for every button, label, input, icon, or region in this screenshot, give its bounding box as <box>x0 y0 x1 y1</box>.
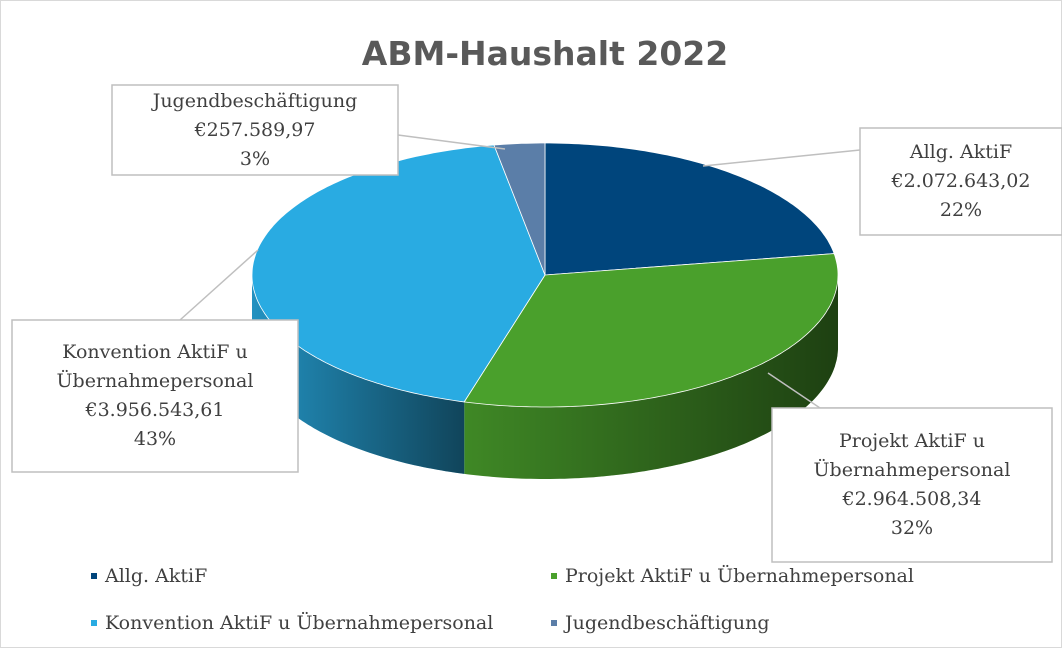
label-percent: 3% <box>239 147 271 170</box>
label-value: €3.956.543,61 <box>85 399 225 421</box>
slice <box>544 142 835 276</box>
slice <box>463 253 839 408</box>
label-percent: 22% <box>939 199 983 221</box>
slice <box>493 142 546 276</box>
side-shade <box>464 275 838 479</box>
legend-swatch <box>551 620 557 626</box>
legend-label: Konvention AktiF u Übernahmepersonal <box>105 612 494 634</box>
legend-entry: Allg. AktiF <box>91 565 207 587</box>
side-shade <box>252 275 465 474</box>
legend-entry: Projekt AktiF u Übernahmepersonal <box>551 565 914 587</box>
legend-swatch <box>91 573 97 579</box>
legend-swatch <box>91 620 97 626</box>
legend-entry: Konvention AktiF u Übernahmepersonal <box>91 612 493 634</box>
data-label: Projekt AktiF u Übernahmepersonal €2.964.… <box>772 408 1052 562</box>
leader-line <box>179 249 259 321</box>
label-value: €2.964.508,34 <box>842 488 982 510</box>
label-name: Allg. AktiF <box>909 141 1013 163</box>
label-name: Projekt AktiF u Übernahmepersonal <box>813 430 1011 481</box>
label-name: Konvention AktiF u Übernahmepersonal <box>56 341 254 392</box>
legend-label: Projekt AktiF u Übernahmepersonal <box>565 565 914 587</box>
label-box <box>111 84 399 176</box>
chart-title: ABM-Haushalt 2022 <box>361 34 729 73</box>
data-label: Jugendbeschäftigung €257.589,97 3% <box>112 85 398 175</box>
label-value: €257.589,97 <box>194 118 316 141</box>
leader-line <box>397 134 506 150</box>
label-box <box>11 319 299 473</box>
pie-sides <box>252 275 838 479</box>
data-label: Konvention AktiF u Übernahmepersonal €3.9… <box>12 320 298 472</box>
label-box <box>859 127 1062 236</box>
legend-label: Jugendbeschäftigung <box>565 612 770 634</box>
label-value: €2.072.643,02 <box>891 170 1031 192</box>
leader-line <box>702 149 861 167</box>
pie-tops <box>251 142 839 408</box>
legend-label: Allg. AktiF <box>105 565 208 587</box>
legend-swatch <box>551 573 557 579</box>
label-box <box>771 407 1053 563</box>
label-percent: 43% <box>133 428 177 450</box>
legend-entry: Jugendbeschäftigung <box>551 612 770 634</box>
label-name: Jugendbeschäftigung <box>152 89 358 112</box>
data-label: Allg. AktiF €2.072.643,02 22% <box>860 128 1062 235</box>
label-percent: 32% <box>890 517 934 539</box>
